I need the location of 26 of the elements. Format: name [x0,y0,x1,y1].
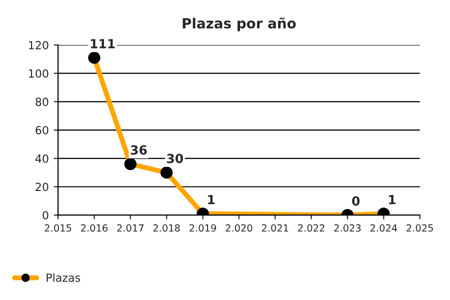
data-label: 111 [90,39,115,48]
data-label: 1 [208,195,215,204]
y-tick-label: 60 [36,126,48,134]
data-label: 1 [389,195,396,204]
y-tick-label: 100 [29,69,48,78]
x-tick-label: 2.018 [153,224,180,232]
x-tick-label: 2.025 [406,224,433,232]
x-tick-label: 2.019 [190,224,216,232]
legend-label: Plazas [46,273,80,282]
y-tick-label: 40 [35,154,48,163]
y-tick-label: 80 [36,98,48,106]
x-tick-label: 2.020 [226,224,252,232]
x-tick-label: 2.024 [370,224,398,232]
y-tick-label: 20 [36,182,48,192]
data-label: 36 [130,145,147,155]
x-tick-label: 2.023 [334,224,361,232]
data-label: 0 [352,196,360,206]
x-tick-label: 2.017 [117,224,144,232]
y-tick-label: 0 [42,211,48,220]
y-tick-label: 120 [29,40,48,50]
x-tick-label: 2.015 [44,224,72,232]
x-tick-label: 2.022 [298,224,324,232]
x-tick-label: 2.016 [81,224,108,232]
x-tick-label: 2.021 [262,224,288,232]
data-label: 30 [167,154,184,164]
chart-title: Plazas por año [182,18,296,32]
